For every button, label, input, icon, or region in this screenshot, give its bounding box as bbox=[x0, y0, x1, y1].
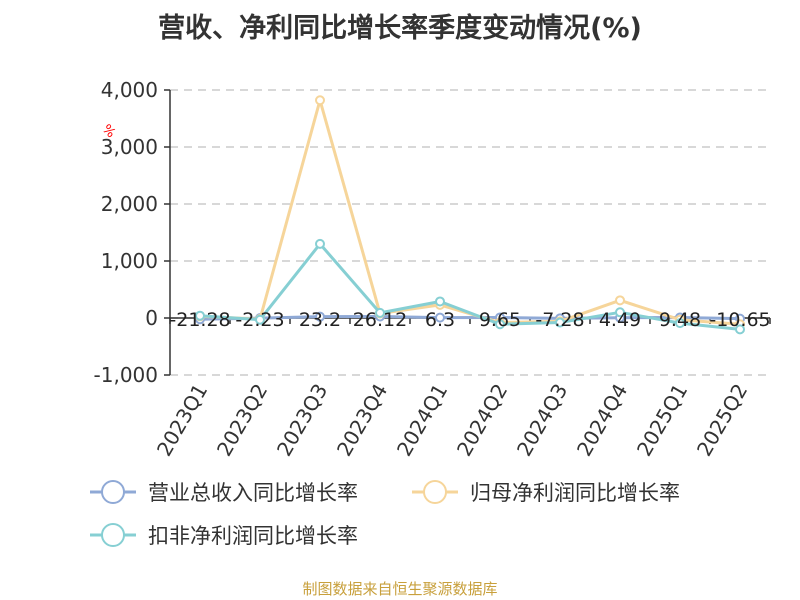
series-3-point bbox=[375, 307, 385, 318]
data-label: 4.49 bbox=[599, 309, 641, 331]
legend-label: 归母净利润同比增长率 bbox=[470, 481, 680, 505]
y-tick-label: 3,000 bbox=[101, 135, 158, 159]
legend-label: 扣非净利润同比增长率 bbox=[148, 524, 358, 548]
data-label-layer: -21.28 -2.23 23.2 26.12 6.3 9.65 -7.28 4.49 9.48… bbox=[169, 309, 770, 331]
series-3-point bbox=[675, 318, 685, 329]
series-3-point bbox=[615, 307, 625, 318]
series-line-3 bbox=[199, 242, 741, 331]
x-tick-label: 2024Q1 bbox=[392, 380, 452, 461]
data-label: -7.28 bbox=[535, 309, 584, 331]
x-tick-label: 2023Q4 bbox=[332, 380, 392, 461]
series-1-point bbox=[435, 312, 445, 323]
legend-marker bbox=[101, 523, 125, 547]
y-tick-label: 0 bbox=[145, 306, 158, 330]
series-2-point bbox=[615, 295, 625, 306]
y-tick-label: 2,000 bbox=[101, 192, 158, 216]
data-label: 23.2 bbox=[299, 309, 341, 331]
data-label: 9.48 bbox=[659, 309, 701, 331]
x-tick-label: 2025Q2 bbox=[692, 380, 752, 461]
series-2-point bbox=[315, 95, 325, 106]
series-line-2 bbox=[199, 98, 741, 326]
source-note: 制图数据来自恒生聚源数据库 bbox=[302, 580, 498, 598]
x-tick-label: 2024Q4 bbox=[572, 380, 632, 461]
data-label: 9.65 bbox=[479, 309, 521, 331]
series-1-point bbox=[315, 311, 325, 322]
grid-layer bbox=[170, 89, 770, 376]
x-tick-label: 2023Q2 bbox=[212, 380, 272, 461]
series-3-point bbox=[255, 314, 265, 325]
series-3-point bbox=[315, 238, 325, 249]
x-tick-label: 2023Q1 bbox=[152, 380, 212, 461]
series-3-point bbox=[435, 296, 445, 307]
series-layer bbox=[195, 95, 745, 335]
x-tick-label: 2024Q3 bbox=[512, 380, 572, 461]
y-tick-label: 4,000 bbox=[101, 78, 158, 102]
y-tick-label: -1,000 bbox=[94, 363, 158, 387]
data-label: 26.12 bbox=[353, 309, 407, 331]
legend-marker bbox=[423, 480, 447, 504]
data-label: -21.28 bbox=[169, 309, 230, 331]
series-3-point bbox=[495, 319, 505, 330]
chart-title: 营收、净利同比增长率季度变动情况(%) bbox=[158, 13, 642, 44]
y-tick-label: 1,000 bbox=[101, 249, 158, 273]
data-label: -10.65 bbox=[709, 309, 770, 331]
data-label: -2.23 bbox=[235, 309, 284, 331]
series-3-point bbox=[195, 310, 205, 321]
x-tick-label: 2024Q2 bbox=[452, 380, 512, 461]
x-tick-label: 2025Q1 bbox=[632, 380, 692, 461]
legend-label: 营业总收入同比增长率 bbox=[148, 481, 358, 505]
series-3-point bbox=[555, 317, 565, 328]
x-tick-label: 2023Q3 bbox=[272, 380, 332, 461]
series-3-point bbox=[735, 324, 745, 335]
data-label: 6.3 bbox=[425, 309, 455, 331]
legend-marker bbox=[101, 480, 125, 504]
